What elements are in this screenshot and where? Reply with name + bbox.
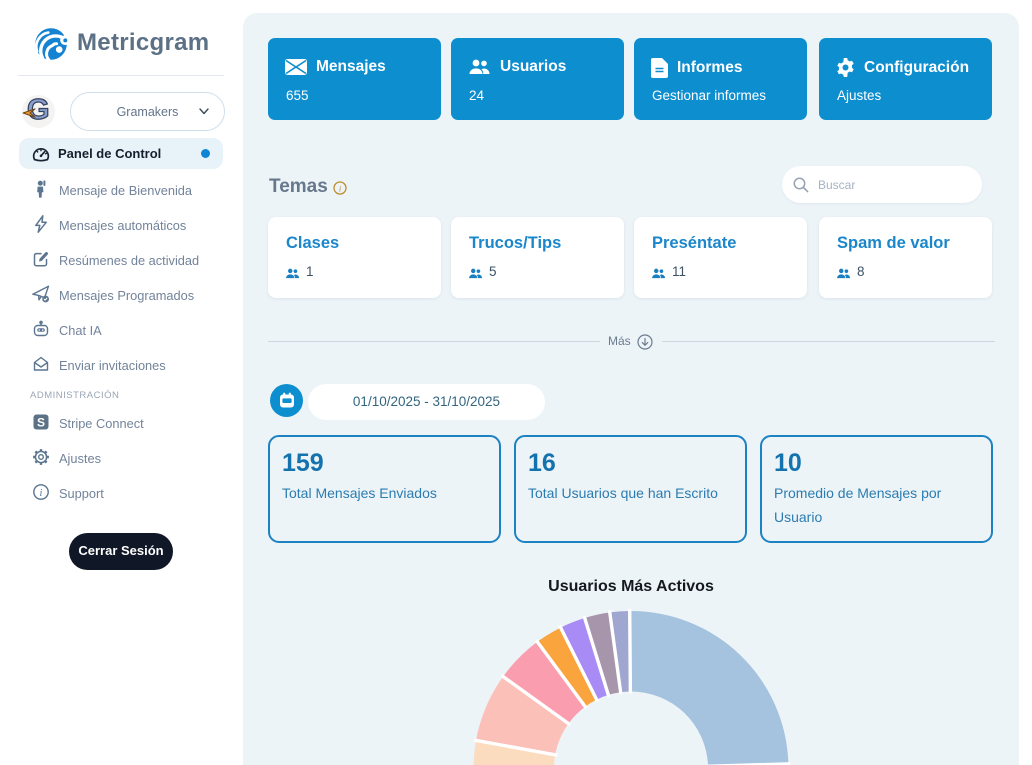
svg-text:i: i <box>40 488 43 499</box>
svg-text:i: i <box>339 183 342 193</box>
svg-text:S: S <box>37 415 45 429</box>
